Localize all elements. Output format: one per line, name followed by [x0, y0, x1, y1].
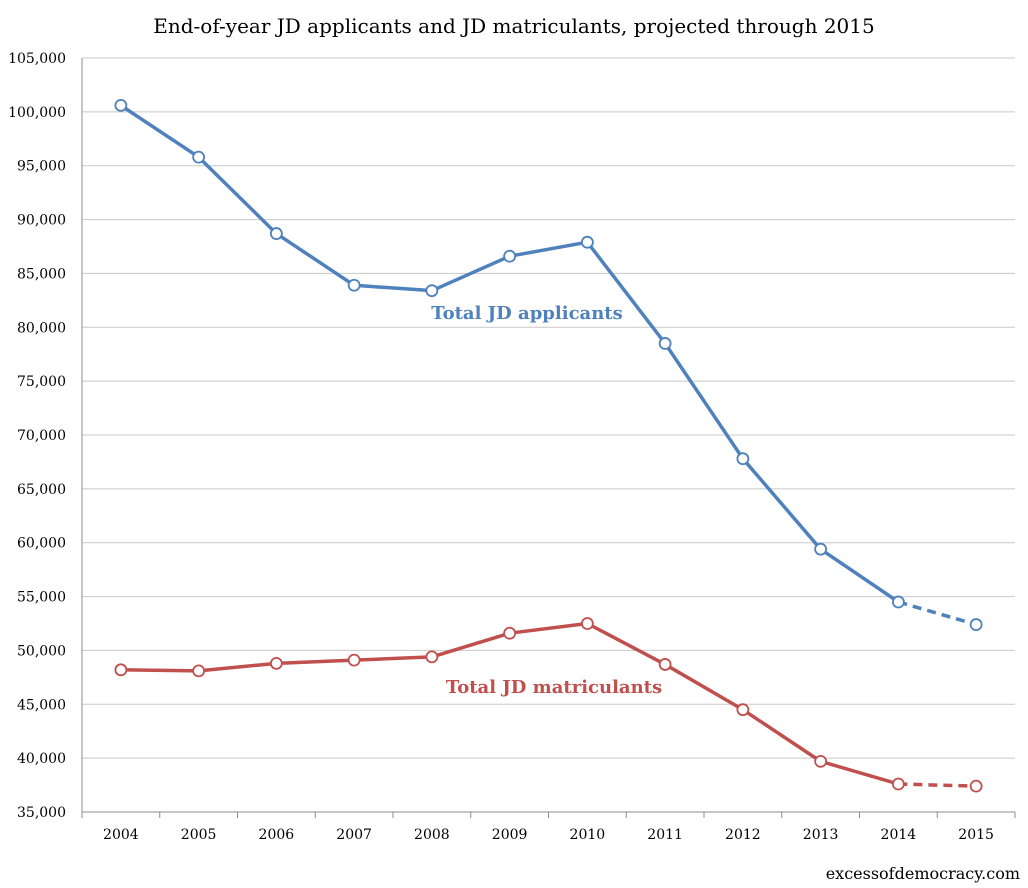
x-tick-label: 2011 — [647, 827, 683, 843]
x-tick-label: 2004 — [103, 827, 139, 843]
y-tick-label: 90,000 — [17, 213, 66, 229]
matriculants-point — [580, 617, 594, 630]
matriculants-point — [503, 626, 517, 640]
y-axis-ticks: 35,000 40,000 45,000 50,000 55,000 60,000 65,0… — [8, 51, 66, 821]
y-tick-label: 80,000 — [17, 320, 66, 336]
y-tick-label: 70,000 — [17, 428, 66, 444]
applicants-point — [969, 618, 983, 631]
x-tick-label: 2013 — [803, 827, 839, 843]
series-lines — [114, 98, 983, 793]
y-tick-label: 40,000 — [17, 751, 66, 767]
source-credit: excessofdemocracy.com — [826, 864, 1020, 883]
x-tick-label: 2009 — [492, 827, 528, 843]
matriculants-point — [891, 777, 905, 791]
matriculants-point — [347, 653, 361, 667]
applicants-point — [114, 98, 128, 112]
applicants-point — [269, 227, 283, 240]
chart-title: End-of-year JD applicants and JD matricu… — [153, 14, 874, 38]
x-tick-label: 2006 — [259, 827, 295, 843]
applicants-series-label: Total JD applicants — [431, 303, 622, 324]
applicants-projected-line — [897, 600, 977, 627]
x-axis-ticks: 2004 2005 2006 2007 2008 2009 2010 2011 2012 2013… — [81, 812, 1016, 843]
applicants-point — [425, 284, 439, 298]
x-tick-label: 2008 — [414, 827, 450, 843]
applicants-point — [347, 278, 361, 292]
x-tick-label: 2005 — [181, 827, 217, 843]
matriculants-point — [969, 779, 983, 793]
x-tick-label: 2014 — [881, 827, 917, 843]
matriculants-point — [658, 658, 672, 671]
applicants-point — [891, 595, 905, 609]
matriculants-point — [192, 664, 206, 678]
matriculants-point — [114, 663, 128, 677]
y-tick-label: 35,000 — [17, 805, 66, 821]
matriculants-line — [119, 621, 901, 786]
y-tick-label: 55,000 — [17, 590, 66, 606]
x-tick-label: 2010 — [570, 827, 606, 843]
applicants-line — [119, 103, 901, 604]
matriculants-series-label: Total JD matriculants — [446, 677, 662, 698]
applicants-point — [192, 150, 206, 164]
y-tick-label: 75,000 — [17, 374, 66, 390]
applicants-point — [580, 235, 594, 249]
y-tick-label: 65,000 — [17, 482, 66, 498]
gridlines — [81, 57, 1015, 813]
matriculants-point — [269, 656, 283, 670]
x-tick-label: 2007 — [336, 827, 372, 843]
y-tick-label: 95,000 — [17, 159, 66, 175]
y-tick-label: 100,000 — [8, 105, 66, 121]
applicants-point — [503, 249, 517, 263]
applicants-point — [736, 452, 750, 466]
x-tick-label: 2012 — [725, 827, 761, 843]
y-tick-label: 105,000 — [8, 51, 66, 67]
matriculants-point — [425, 650, 439, 664]
matriculants-projected-line — [898, 782, 977, 788]
matriculants-point — [814, 754, 828, 768]
y-tick-label: 45,000 — [17, 697, 66, 713]
y-tick-label: 60,000 — [17, 536, 66, 552]
applicants-point — [658, 337, 672, 350]
applicants-point — [814, 542, 828, 556]
y-tick-label: 85,000 — [17, 266, 66, 282]
matriculants-point — [736, 703, 750, 717]
x-tick-label: 2015 — [958, 827, 994, 843]
y-tick-label: 50,000 — [17, 643, 66, 659]
